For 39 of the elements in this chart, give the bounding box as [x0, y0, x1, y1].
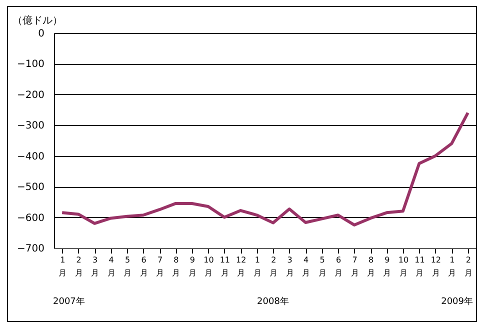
x-tick-label: 10月	[398, 256, 409, 278]
text: 2008年	[257, 296, 289, 308]
x-tick-label: 11月	[414, 256, 425, 278]
x-tick-label: 8月	[172, 256, 180, 278]
x-tick-label: 3月	[286, 256, 294, 278]
x-tick-label: 7月	[156, 256, 164, 278]
x-tick-label: 2月	[464, 256, 472, 278]
line-series	[60, 111, 470, 226]
x-tick-label: 11月	[220, 256, 230, 278]
y-tick-label: −600	[17, 212, 44, 224]
y-tick-label: −500	[17, 182, 44, 194]
x-tick-label: 7月	[350, 256, 359, 278]
x-tick-label: 12月	[236, 256, 246, 278]
x-tick-label: 2月	[74, 256, 83, 278]
x-tick-label: 9月	[383, 256, 392, 278]
y-tick-label: −100	[17, 59, 44, 70]
x-tick-label: 1月	[448, 256, 456, 278]
x-tick-label: 2月	[270, 256, 278, 278]
text: 2009年	[441, 296, 473, 308]
x-tick-label: 8月	[367, 256, 375, 278]
x-tick-label: 3月	[91, 256, 100, 278]
x-tick-label: 6月	[334, 256, 343, 278]
x-tick-label: 9月	[188, 256, 196, 278]
x-tick-label: 1月	[253, 256, 262, 278]
x-tick-label: 5月	[124, 256, 132, 278]
x-tick-label: 10月	[204, 256, 214, 278]
x-tick-label: 5月	[318, 256, 326, 278]
x-tick-label: 12月	[430, 256, 442, 278]
y-tick-label: −400	[17, 151, 44, 162]
y-tick-label: 0	[38, 28, 44, 40]
x-tick-label: 6月	[140, 256, 148, 278]
y-tick-label: −700	[17, 244, 44, 254]
y-axis-title: （億ドル）	[12, 14, 62, 26]
x-tick-label: 4月	[302, 256, 310, 278]
x-tick-label: 1月	[58, 256, 67, 278]
y-tick-label: −300	[17, 120, 44, 132]
x-tick-label: 4月	[107, 256, 116, 278]
text: 2007年	[53, 296, 85, 308]
y-tick-label: −200	[17, 90, 44, 101]
